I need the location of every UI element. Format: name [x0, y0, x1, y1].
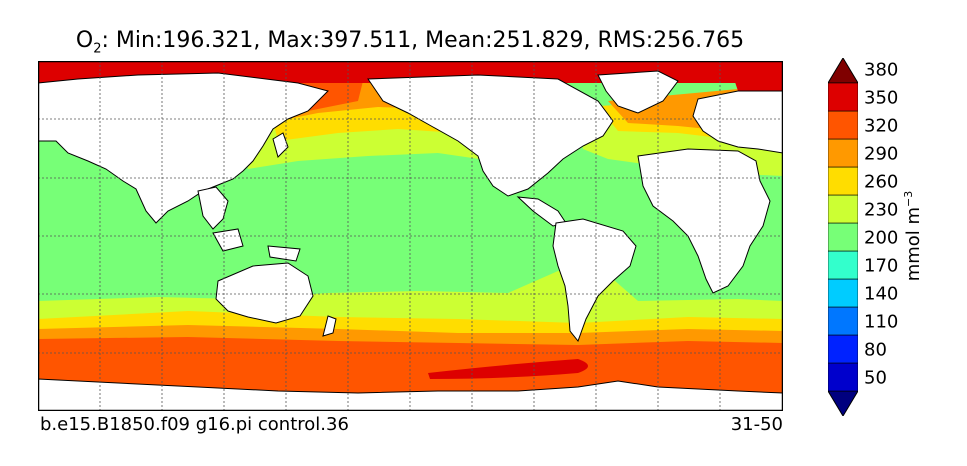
land-japan: [272, 132, 289, 158]
colorbar-cell: [828, 166, 858, 196]
ocean-band-380-south: [428, 359, 588, 379]
graticule: [38, 61, 783, 411]
colorbar-tick-label: 290: [864, 143, 899, 165]
colorbar-tick-label: 50: [864, 367, 887, 389]
colorbar-tick-label: 320: [864, 115, 899, 137]
colorbar-tick-label: 200: [864, 227, 899, 249]
year-range: 31-50: [730, 414, 783, 435]
colorbar-cell: [828, 82, 858, 112]
colorbar-cell: [828, 138, 858, 168]
colorbar-cell: [828, 306, 858, 336]
land-new-guinea: [267, 245, 301, 262]
colorbar-cell: [828, 362, 858, 392]
case-name: b.e15.B1850.f09 g16.pi control.36: [40, 414, 349, 435]
colorbar-cell: [828, 334, 858, 364]
colorbar-tick-label: 140: [864, 283, 899, 305]
land-eurasia: [38, 72, 329, 224]
colorbar-extend-min: [828, 390, 858, 416]
title-variable: O: [75, 28, 94, 53]
units-base: mmol m: [903, 206, 924, 282]
colorbar-cell: [828, 250, 858, 280]
colorbar-tick-label: 350: [864, 87, 899, 109]
colorbar-tick-label: 110: [864, 311, 899, 333]
colorbar-tick-label: 380: [864, 59, 899, 81]
colorbar-cell: [828, 110, 858, 140]
title-stats: : Min:196.321, Max:397.511, Mean:251.829…: [101, 28, 745, 53]
colorbar-units: mmol m−3: [902, 191, 924, 282]
colorbar: [828, 58, 858, 416]
colorbar-tick-label: 170: [864, 255, 899, 277]
colorbar-cell: [828, 222, 858, 252]
land-africa: [637, 148, 771, 294]
colorbar-cell: [828, 194, 858, 224]
land-indochina: [197, 186, 229, 230]
title-subscript: 2: [93, 41, 102, 57]
colorbar-tick-label: 260: [864, 171, 899, 193]
land-europe: [692, 90, 783, 154]
land-north-america: [367, 74, 614, 197]
colorbar-cell: [828, 278, 858, 308]
colorbar-tick-label: 80: [864, 339, 887, 361]
colorbar-extend-max: [828, 58, 858, 84]
colorbar-tick-label: 230: [864, 199, 899, 221]
land-new-zealand: [322, 315, 337, 337]
land-borneo: [212, 228, 244, 252]
map-panel: [38, 61, 783, 411]
map-frame: [38, 61, 783, 411]
plot-title: O2: Min:196.321, Max:397.511, Mean:251.8…: [0, 28, 820, 56]
units-exponent: −3: [902, 190, 915, 207]
